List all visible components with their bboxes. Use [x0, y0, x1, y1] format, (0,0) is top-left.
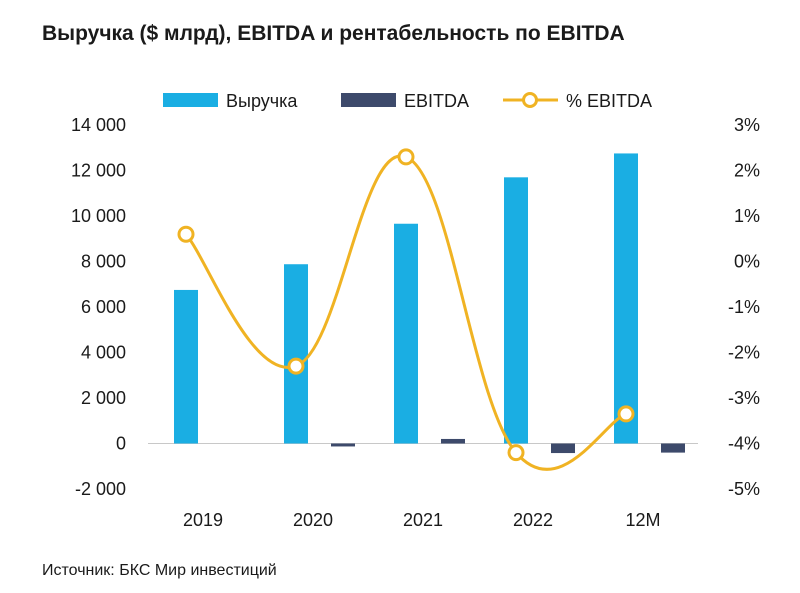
y-left-tick-label: 4 000 — [81, 343, 126, 363]
legend-label-revenue: Выручка — [226, 91, 298, 111]
legend-swatch-ebitda — [341, 93, 396, 107]
legend-marker-margin — [522, 92, 538, 108]
y-right-tick-label: 1% — [734, 206, 760, 226]
margin-point — [397, 148, 415, 166]
revenue-bar — [394, 223, 418, 444]
bars — [174, 153, 685, 454]
revenue-bar — [504, 177, 528, 444]
chart-title: Выручка ($ млрд), EBITDA и рентабельност… — [42, 22, 625, 45]
y-left-tick-label: -2 000 — [75, 479, 126, 499]
revenue-bar — [284, 264, 308, 444]
y-right-tick-label: 3% — [734, 115, 760, 135]
margin-point — [507, 444, 525, 462]
y-right-tick-label: -5% — [728, 479, 760, 499]
revenue-bar — [614, 153, 638, 444]
y-right-tick-label: 2% — [734, 161, 760, 181]
y-right-tick-label: -2% — [728, 343, 760, 363]
y-right-tick-label: 0% — [734, 252, 760, 272]
y-right-tick-label: -1% — [728, 297, 760, 317]
source-note: Источник: БКС Мир инвестиций — [42, 562, 277, 579]
ebitda-bar — [331, 443, 355, 447]
margin-point — [287, 357, 305, 375]
ebitda-bar — [661, 443, 685, 453]
ebitda-bar — [441, 438, 465, 444]
margin-point — [617, 405, 635, 423]
x-tick-label: 2019 — [183, 510, 223, 530]
legend-label-margin: % EBITDA — [566, 91, 652, 111]
y-left-tick-label: 2 000 — [81, 388, 126, 408]
y-right-tick-label: -4% — [728, 434, 760, 454]
y-axis-right: 3% 2% 1% 0% -1% -2% -3% -4% -5% — [728, 115, 760, 499]
legend: Выручка EBITDA % EBITDA — [163, 91, 652, 111]
legend-swatch-revenue — [163, 93, 218, 107]
y-right-tick-label: -3% — [728, 388, 760, 408]
y-left-tick-label: 8 000 — [81, 252, 126, 272]
margin-line-layer — [177, 148, 635, 471]
x-tick-label: 2020 — [293, 510, 333, 530]
y-left-tick-label: 6 000 — [81, 297, 126, 317]
x-tick-label: 2021 — [403, 510, 443, 530]
margin-point — [177, 225, 195, 243]
ebitda-bar — [551, 443, 575, 454]
y-left-tick-label: 12 000 — [71, 161, 126, 181]
x-tick-label: 12M — [625, 510, 660, 530]
x-axis: 2019 2020 2021 2022 12M — [183, 510, 661, 530]
y-left-tick-label: 0 — [116, 434, 126, 454]
revenue-bar — [174, 289, 198, 444]
y-left-tick-label: 14 000 — [71, 115, 126, 135]
legend-label-ebitda: EBITDA — [404, 91, 469, 111]
y-axis-left: 14 000 12 000 10 000 8 000 6 000 4 000 2 000 0 -… — [71, 115, 126, 499]
x-tick-label: 2022 — [513, 510, 553, 530]
y-left-tick-label: 10 000 — [71, 206, 126, 226]
